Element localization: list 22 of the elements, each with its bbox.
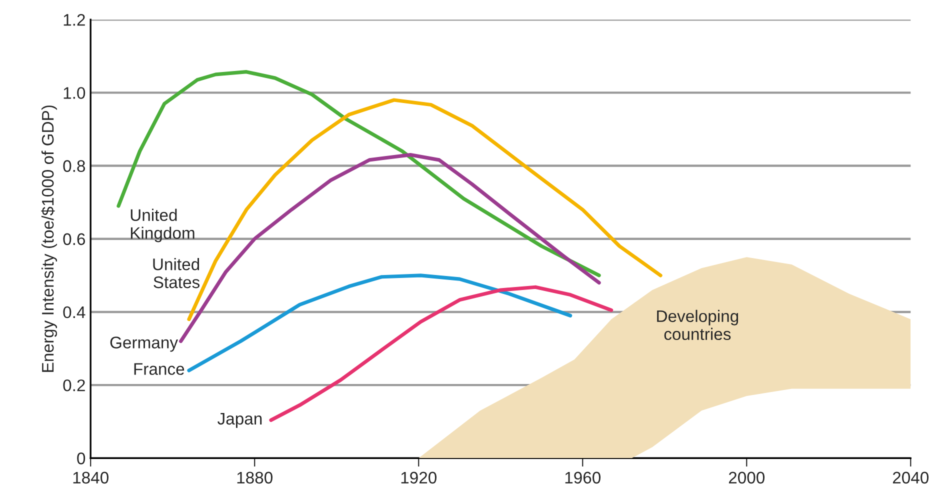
y-tick-label: 0.6 [63,233,86,246]
y-tick-label: 0.8 [63,160,86,172]
x-tick-label: 1960 [565,472,601,484]
y-tick-label: 1.2 [64,14,85,26]
annotation: Developing countries [657,310,738,340]
x-tick-label: 1880 [237,472,272,484]
y-tick-label: 0.4 [63,306,86,318]
y-tick-label: 1.0 [64,87,86,99]
line-series [116,70,601,278]
x-tick-label: 1920 [401,472,437,484]
y-tick-label: 0.2 [63,379,85,392]
line-series [269,285,614,422]
series-label: Japan [218,412,262,428]
x-tick-label: 2000 [728,472,765,484]
series-label: United Kingdom [130,208,194,242]
series-label: Germany [110,336,178,352]
y-tick-label: 0 [77,452,86,464]
series-label: France [134,363,184,375]
x-tick-label: 1840 [73,472,108,484]
x-tick-label: 2040 [892,472,929,484]
y-axis-title: Energy Intensity (toe/$1000 of GDP) [41,106,58,372]
series-label: United States [153,258,200,288]
